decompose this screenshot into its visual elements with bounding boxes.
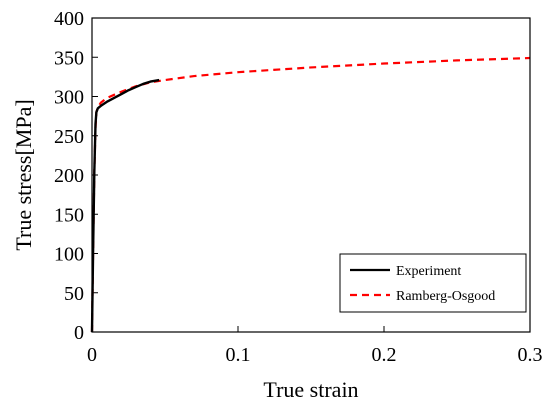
- y-axis-ticks: 0 50 100 150 200 250 300 350 400: [54, 8, 98, 344]
- x-tick-label: 0.3: [518, 344, 543, 366]
- y-tick-label: 250: [54, 126, 84, 148]
- x-tick-label: 0: [87, 344, 97, 366]
- x-axis-title: True strain: [263, 377, 358, 402]
- y-tick-label: 200: [54, 165, 84, 187]
- y-tick-label: 300: [54, 87, 84, 109]
- y-axis-title: True stress[MPa]: [11, 99, 36, 250]
- y-tick-label: 50: [64, 283, 84, 305]
- legend-label-experiment: Experiment: [396, 264, 461, 279]
- plot-area-frame: [91, 17, 531, 333]
- legend-label-ramberg-osgood: Ramberg-Osgood: [396, 289, 495, 304]
- y-tick-label: 400: [54, 8, 84, 30]
- legend: Experiment Ramberg-Osgood: [339, 253, 527, 313]
- y-tick-label: 0: [74, 322, 84, 344]
- x-tick-label: 0.2: [372, 344, 397, 366]
- series-layer: [90, 56, 531, 333]
- series-line-experiment: [90, 78, 160, 333]
- y-tick-label: 150: [54, 204, 84, 226]
- x-tick-label: 0.1: [226, 344, 251, 366]
- legend-box: [339, 253, 527, 313]
- y-tick-label: 100: [54, 244, 84, 266]
- y-tick-label: 350: [54, 47, 84, 69]
